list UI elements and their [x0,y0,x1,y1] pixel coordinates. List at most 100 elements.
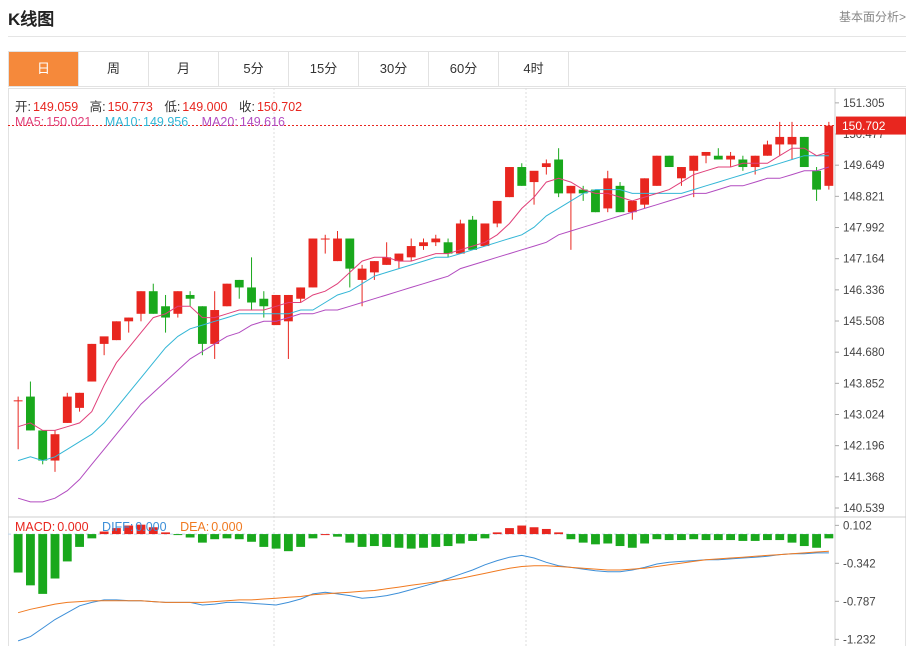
candle-body [111,321,121,341]
tab-4hour[interactable]: 4时 [499,52,569,86]
candle-body [726,155,736,160]
macd-bar [640,534,650,544]
y-tick-label: 147.164 [843,254,885,266]
macd-bar [320,534,330,536]
tab-15min[interactable]: 15分 [289,52,359,86]
macd-bar [554,532,564,535]
ma5-label: MA5: [15,115,45,129]
fundamental-analysis-link[interactable]: 基本面分析> [838,10,906,24]
candle-body [677,167,686,179]
macd-bar [234,534,244,540]
tab-5min[interactable]: 5分 [219,52,289,86]
macd-bar [591,534,600,545]
macd-bar [431,534,441,547]
candle-body [492,200,502,224]
open-value: 149.059 [32,100,79,114]
y-tick-label: 141.368 [843,472,885,484]
ma20-value: 149.616 [239,115,285,129]
y-tick-label: 144.680 [843,347,885,359]
close-value: 150.702 [256,100,303,114]
macd-bar [652,534,662,540]
macd-bar [136,524,146,535]
y-tick-label: 143.024 [843,409,885,421]
candle-body [308,238,318,288]
diff-line [17,552,829,642]
ma-legend: MA5: 150.021 MA10: 149.956 MA20: 149.616 [15,115,287,129]
tab-60min[interactable]: 60分 [429,52,499,86]
candle-body [763,144,772,156]
candle-body [787,136,797,145]
candle-body [689,155,699,171]
low-label: 低: [164,100,181,114]
candle-body [222,283,232,307]
candle-body [345,238,355,269]
macd-bar [148,527,158,535]
ma20-line [17,166,830,503]
macd-bar [333,534,342,537]
macd-bar [419,534,428,548]
macd-legend: MACD: 0.000 DIFF: 0.000 DEA: 0.000 [15,520,245,534]
macd-bar [750,534,760,541]
candle-body [210,310,220,344]
macd-bar [627,534,637,548]
macd-bar [578,534,588,543]
candle-body [13,400,23,402]
tab-month[interactable]: 月 [149,52,219,86]
candle-body [62,396,72,423]
candle-body [99,336,109,344]
candle-body [775,136,785,145]
candle-body [26,396,35,431]
candle-body [701,151,711,156]
macd-bar [345,534,355,543]
candle-body [320,238,330,240]
candle-body [50,434,60,461]
candle-body [382,257,392,265]
ma10-value: 149.956 [143,115,189,129]
macd-bar [75,534,84,547]
macd-value: 0.000 [57,520,89,534]
candle-body [615,185,625,213]
y-tick-label: 147.992 [843,223,885,235]
macd-bar [357,534,367,547]
macd-bar [455,534,465,544]
candle-body [296,287,306,299]
candle-body [75,392,84,408]
low-value: 149.000 [182,100,228,114]
macd-bar [505,528,514,535]
ma10-label: MA10: [104,115,141,129]
macd-bar [222,534,232,539]
candle-body [173,291,183,314]
macd-bar [615,534,625,547]
tab-30min[interactable]: 30分 [359,52,429,86]
macd-bar [775,534,785,541]
macd-bar [296,534,306,547]
y-tick-label: 146.336 [843,285,885,297]
macd-bar [701,534,711,541]
tab-week[interactable]: 周 [79,52,149,86]
candle-body [566,185,576,194]
last-price-label: 150.702 [842,119,886,133]
candle-body [419,242,428,247]
ma5-value: 150.021 [46,115,92,129]
macd-bar [603,534,613,544]
candle-body [431,238,441,243]
candle-body [161,306,170,318]
dea-line [17,550,829,614]
candle-body [283,294,293,322]
macd-y-tick-label: -0.342 [843,558,876,570]
tab-day[interactable]: 日 [9,52,79,86]
macd-bar [812,534,821,548]
open-label: 开: [15,100,31,114]
macd-bar [13,534,23,573]
macd-bar [726,534,736,541]
candle-body [148,291,158,314]
ma20-label: MA20: [201,115,238,129]
macd-bar [62,534,72,562]
macd-bar [308,534,318,539]
chart-container[interactable] [8,88,906,646]
candle-body [443,242,453,254]
y-tick-label: 143.852 [843,378,885,390]
diff-value: 0.000 [135,520,167,534]
candle-body [664,155,674,168]
